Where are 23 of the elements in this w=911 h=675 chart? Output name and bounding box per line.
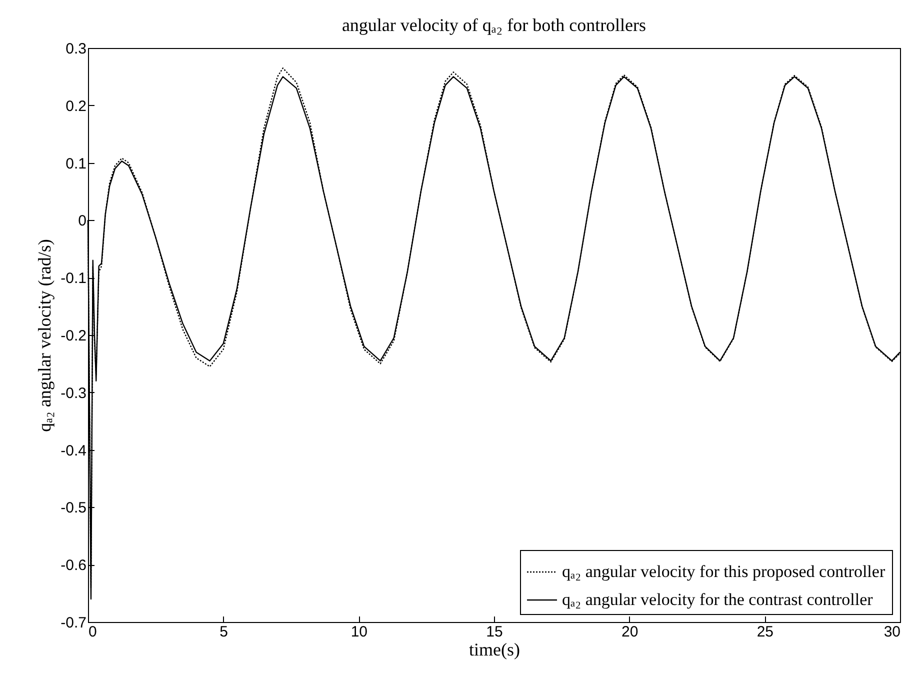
x-tick-label: 5 [220,624,228,640]
y-axis-title: qₐ₂ angular velocity (rad/s) [34,239,55,432]
x-tick-label: 15 [486,624,503,640]
x-tick-label: 0 [88,624,97,640]
legend-label: qₐ₂ angular velocity for the contrast controller [562,590,874,609]
x-tick-label: 10 [350,624,368,640]
y-tick-label: -0.3 [60,384,86,402]
y-tick-label: 0.3 [66,40,86,58]
y-tick-label: -0.4 [60,442,86,460]
chart-title: angular velocity of qₐ₂ for both controllers [342,15,646,35]
y-tick-label: -0.6 [60,557,86,574]
x-axis-title: time(s) [469,640,520,660]
y-tick-label: -0.1 [60,270,86,288]
y-tick-label: 0.2 [66,98,86,115]
y-tick-label: -0.5 [60,500,86,517]
x-tick-label: 25 [756,624,774,640]
y-tick-label: 0 [78,212,86,230]
x-tick-label: 20 [621,624,638,640]
x-tick-label: 30 [884,624,900,640]
y-tick-label: -0.7 [60,614,86,632]
legend-label: qₐ₂ angular velocity for this proposed controller [562,562,886,581]
y-tick-label: 0.1 [66,155,86,172]
y-tick-label: -0.2 [60,328,86,344]
